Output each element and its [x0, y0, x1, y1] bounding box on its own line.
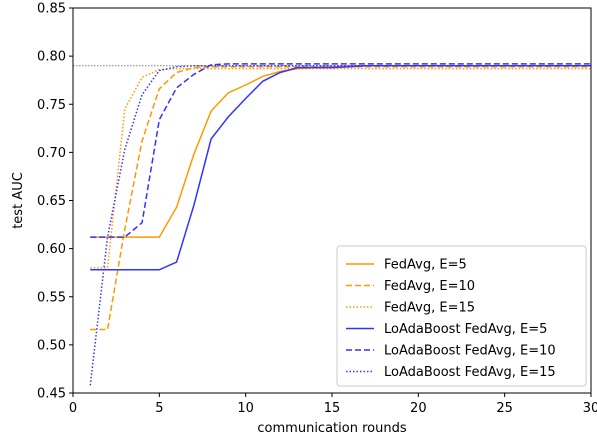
series-line-5 — [90, 63, 591, 238]
x-axis-label: communication rounds — [257, 421, 406, 436]
axes: 0 5 10 15 20 25 30 0.45 0.50 0.55 0.60 0.65 0.70 0.75… — [37, 2, 597, 417]
legend-label-4: LoAdaBoost FedAvg, E=5 — [384, 322, 547, 337]
y-tick-label: 0.45 — [37, 387, 66, 402]
x-tick-label: 10 — [237, 401, 254, 416]
legend-box — [336, 245, 587, 387]
y-tick-label: 0.60 — [37, 242, 66, 257]
x-tick-label: 5 — [155, 401, 163, 416]
x-tick-label: 30 — [583, 401, 597, 416]
y-tick-label: 0.70 — [37, 146, 66, 161]
series-line-4 — [90, 65, 591, 271]
series-line-1 — [90, 65, 591, 238]
series-line-3 — [90, 67, 591, 269]
legend-label-6: LoAdaBoost FedAvg, E=15 — [384, 365, 556, 380]
legend-label-2: FedAvg, E=10 — [384, 279, 475, 294]
series-line-6 — [89, 65, 591, 386]
x-tick-label: 25 — [496, 401, 513, 416]
x-tick-label: 20 — [410, 401, 427, 416]
y-tick-label: 0.65 — [37, 194, 66, 209]
y-tick-label: 0.75 — [37, 98, 66, 113]
legend-label-1: FedAvg, E=5 — [384, 258, 467, 273]
y-tick-label: 0.50 — [37, 338, 66, 353]
x-tick-label: 15 — [324, 401, 341, 416]
x-tick-label: 0 — [69, 401, 77, 416]
plot-area — [73, 63, 591, 386]
legend: FedAvg, E=5 FedAvg, E=10 FedAvg, E=15 LoAda… — [336, 245, 587, 387]
legend-label-3: FedAvg, E=15 — [384, 301, 475, 316]
legend-label-5: LoAdaBoost FedAvg, E=10 — [384, 344, 556, 359]
y-tick-label: 0.55 — [37, 290, 66, 305]
y-tick-label: 0.80 — [37, 50, 66, 65]
y-tick-label: 0.85 — [37, 2, 66, 17]
y-axis-label: test AUC — [11, 172, 26, 229]
